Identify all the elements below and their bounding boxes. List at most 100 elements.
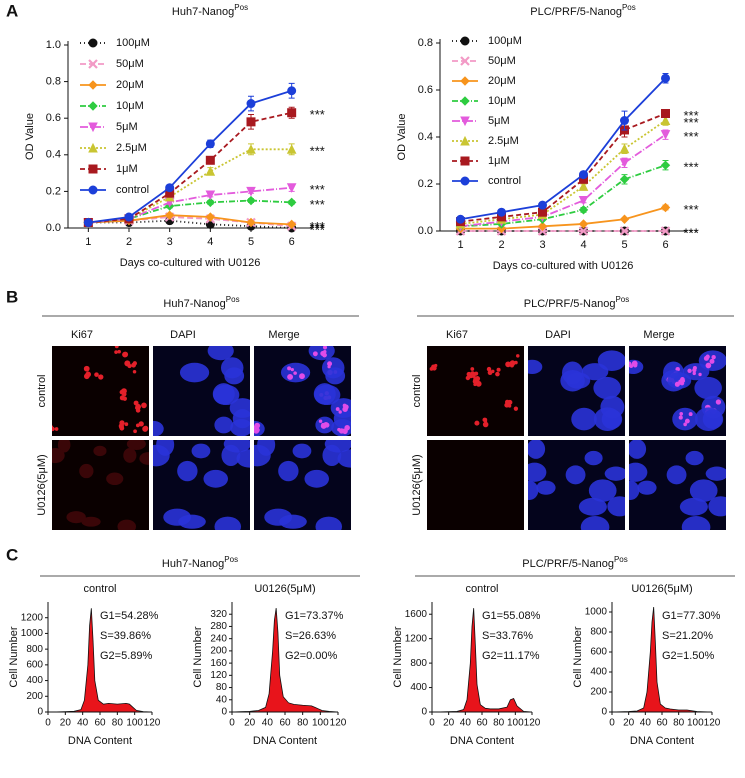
x-tick-label: 1 xyxy=(85,236,91,248)
phase-stat: G1=73.37% xyxy=(285,610,344,622)
title-sup: Pos xyxy=(615,295,629,304)
title-text: Huh7-Nanog xyxy=(172,6,234,18)
nucleus xyxy=(191,443,211,459)
marker xyxy=(460,116,470,127)
y-tick-label: 0.6 xyxy=(418,84,433,96)
panel-label: A xyxy=(6,1,18,20)
significance: *** xyxy=(310,144,325,159)
nucleus xyxy=(325,367,346,385)
y-tick-label: 0 xyxy=(421,707,427,718)
axis xyxy=(67,41,312,229)
phase-stat: G1=54.28% xyxy=(100,610,159,622)
nucleus xyxy=(637,480,657,495)
x-axis-label: DNA Content xyxy=(68,735,132,747)
row-label: U0126(5μM) xyxy=(411,454,423,515)
marker xyxy=(578,219,589,229)
ki67-spot xyxy=(687,368,692,373)
y-tick-label: 0.6 xyxy=(46,112,61,124)
nucleus xyxy=(672,407,698,431)
series-line xyxy=(460,77,667,221)
nuclei xyxy=(429,354,520,428)
x-tick-label: 4 xyxy=(580,239,586,251)
ki67-spot xyxy=(431,364,436,370)
y-tick-label: 0.4 xyxy=(418,131,433,143)
micrograph xyxy=(254,346,351,436)
nucleus xyxy=(593,376,621,400)
x-tick-label: 0 xyxy=(429,718,435,729)
nucleus xyxy=(528,359,543,374)
marker xyxy=(246,99,256,109)
ki67-spot xyxy=(138,421,144,427)
marker xyxy=(286,144,297,154)
legend-label: 1μM xyxy=(116,163,138,175)
marker xyxy=(205,190,216,201)
nucleus xyxy=(163,508,192,526)
x-tick-label: 20 xyxy=(60,718,72,729)
y-tick-label: 600 xyxy=(26,659,43,670)
marker xyxy=(83,218,93,228)
series-line xyxy=(460,206,666,230)
ki67-dim xyxy=(79,463,94,479)
nucleus xyxy=(213,384,240,406)
legend-label: 2.5μM xyxy=(488,135,519,147)
nucleus xyxy=(308,346,335,361)
title: PLC/PRF/5-NanogPos xyxy=(522,555,628,570)
x-tick-label: 1 xyxy=(457,239,463,251)
micrograph xyxy=(47,346,149,436)
series-line xyxy=(460,133,667,228)
x-tick-label: 80 xyxy=(673,718,685,729)
marker xyxy=(246,217,256,228)
marker xyxy=(88,122,98,133)
nucleus xyxy=(597,350,625,371)
nucleus xyxy=(214,516,242,530)
marker xyxy=(460,76,470,86)
ki67-spot xyxy=(468,373,474,379)
ki67-spot xyxy=(505,361,511,368)
marker xyxy=(537,221,548,232)
ki67-spot xyxy=(683,422,687,427)
y-tick-label: 200 xyxy=(590,687,607,698)
ki67-spot xyxy=(629,361,632,367)
ki67-dim xyxy=(117,519,137,530)
marker xyxy=(456,214,465,224)
significance: *** xyxy=(684,108,699,123)
nucleus xyxy=(580,516,610,530)
ki67-spot xyxy=(688,412,693,417)
x-tick-label: 60 xyxy=(94,718,106,729)
series-line xyxy=(460,164,666,228)
phase-stat: G2=11.17% xyxy=(482,650,540,662)
nucleus xyxy=(278,460,299,482)
y-axis-label: Cell Number xyxy=(8,626,20,687)
marker xyxy=(246,144,256,154)
y-tick-label: 0.4 xyxy=(46,149,61,161)
x-tick-label: 40 xyxy=(460,718,472,729)
marker xyxy=(620,116,629,126)
marker xyxy=(460,36,470,46)
ki67-spot xyxy=(47,430,50,433)
significance: *** xyxy=(684,225,699,240)
nucleus xyxy=(705,466,726,481)
ki67-spot xyxy=(121,391,127,397)
marker xyxy=(287,108,297,118)
ki67-spot xyxy=(117,349,121,354)
y-tick-label: 800 xyxy=(410,658,427,669)
ki67-spot xyxy=(143,425,149,431)
marker xyxy=(661,73,670,83)
ki67-spot xyxy=(516,354,520,358)
nucleus xyxy=(330,398,351,418)
title-sup: Pos xyxy=(226,295,240,304)
marker xyxy=(88,185,98,195)
phase-stat: S=26.63% xyxy=(285,630,336,642)
x-tick-label: 3 xyxy=(167,236,173,248)
legend-label: 5μM xyxy=(116,121,138,133)
y-tick-label: 120 xyxy=(210,670,227,681)
ki67-spot xyxy=(83,373,90,380)
nucleus xyxy=(236,449,250,468)
phase-stat: G2=0.00% xyxy=(285,650,338,662)
marker xyxy=(205,212,216,222)
ki67-spot xyxy=(705,362,712,369)
nucleus xyxy=(264,508,293,526)
x-tick-label: 100 xyxy=(687,718,704,729)
column-label: Ki67 xyxy=(446,329,468,341)
nucleus xyxy=(224,367,245,385)
